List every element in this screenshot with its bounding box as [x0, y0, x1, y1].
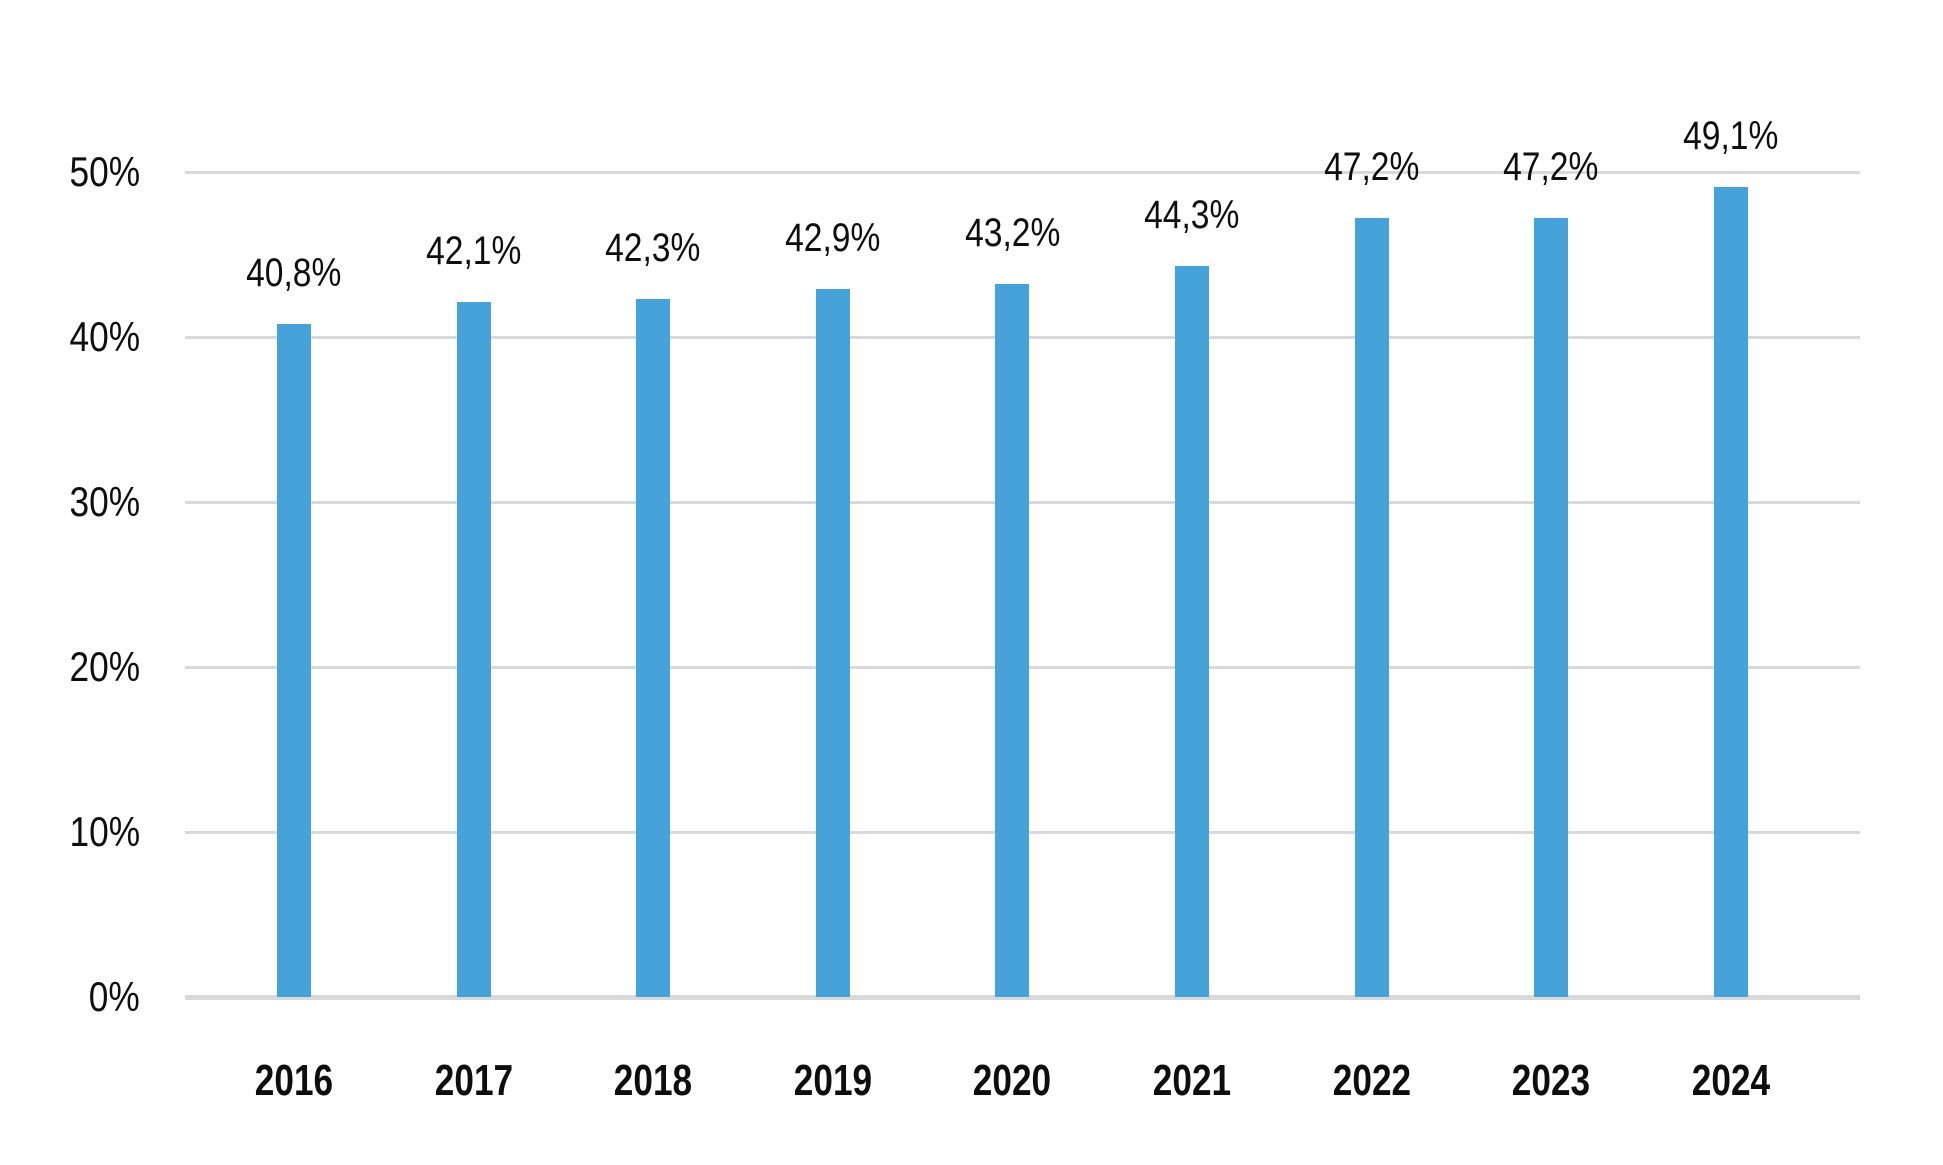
y-tick-label: 20% [0, 646, 140, 688]
bar-value-label: 40,8% [174, 252, 414, 294]
bar-value-text: 42,1% [425, 229, 522, 274]
bar-value-label: 42,1% [354, 230, 594, 272]
bar-value-label: 49,1% [1611, 115, 1851, 157]
bar-2017 [456, 302, 491, 997]
x-tick-text: 2024 [1691, 1056, 1770, 1105]
bar-2021 [1175, 266, 1209, 997]
x-tick-label: 2023 [1431, 1058, 1671, 1104]
y-tick-text: 10% [69, 808, 140, 855]
gridline-50 [185, 170, 1860, 174]
bar-value-text: 43,2% [964, 211, 1061, 256]
bar-value-text: 42,3% [605, 226, 701, 271]
bar-2022 [1354, 218, 1389, 997]
x-tick-label: 2018 [533, 1058, 773, 1104]
bar-value-label: 42,3% [533, 227, 773, 269]
y-tick-text: 50% [69, 148, 140, 195]
x-tick-text: 2016 [254, 1056, 334, 1105]
x-tick-label: 2021 [1072, 1058, 1312, 1104]
x-tick-label: 2020 [892, 1058, 1132, 1104]
x-tick-text: 2021 [1152, 1056, 1232, 1105]
bar-value-text: 44,3% [1144, 193, 1240, 238]
bar-value-label: 42,9% [713, 217, 953, 259]
bar-2023 [1534, 218, 1569, 997]
y-tick-text: 30% [69, 478, 140, 525]
y-tick-label: 40% [0, 316, 140, 358]
bar-value-text: 49,1% [1683, 113, 1779, 158]
y-tick-text: 20% [69, 643, 140, 690]
bar-2020 [995, 284, 1030, 997]
y-tick-label: 10% [0, 811, 140, 853]
x-tick-text: 2023 [1512, 1056, 1591, 1105]
x-tick-label: 2024 [1611, 1058, 1851, 1104]
bar-2024 [1713, 186, 1748, 997]
x-tick-text: 2018 [614, 1056, 693, 1105]
bar-value-text: 40,8% [246, 250, 342, 295]
y-tick-text: 40% [69, 313, 140, 360]
x-tick-label: 2019 [713, 1058, 953, 1104]
bar-2019 [815, 289, 850, 997]
x-axis-baseline [185, 994, 1860, 1000]
x-tick-text: 2022 [1332, 1056, 1411, 1105]
y-tick-label: 30% [0, 481, 140, 523]
bar-value-label: 47,2% [1431, 146, 1671, 188]
y-tick-text: 0% [89, 973, 140, 1020]
bar-value-label: 47,2% [1252, 146, 1492, 188]
x-tick-text: 2019 [793, 1056, 872, 1105]
bar-2016 [277, 323, 311, 997]
x-tick-label: 2017 [354, 1058, 594, 1104]
bar-value-label: 43,2% [892, 212, 1132, 254]
bar-2018 [636, 299, 671, 997]
bar-value-text: 47,2% [1323, 145, 1420, 190]
bar-value-label: 44,3% [1072, 194, 1312, 236]
x-tick-text: 2017 [434, 1056, 513, 1105]
y-tick-label: 0% [0, 976, 140, 1018]
x-tick-label: 2022 [1252, 1058, 1492, 1104]
y-tick-label: 50% [0, 151, 140, 193]
bar-value-text: 42,9% [785, 216, 881, 261]
x-tick-text: 2020 [973, 1056, 1052, 1105]
bar-value-text: 47,2% [1503, 145, 1599, 190]
x-tick-label: 2016 [174, 1058, 414, 1104]
